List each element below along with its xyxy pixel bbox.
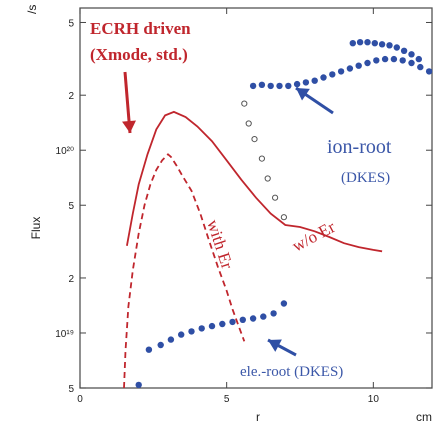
series-2-point xyxy=(276,82,283,90)
series-3-point xyxy=(386,42,393,49)
series-5-point xyxy=(167,336,175,343)
annotation-with-er: with Er xyxy=(203,217,237,271)
series-2-point xyxy=(293,80,301,88)
annotation-ion-root: ion-root xyxy=(327,136,392,158)
series-3-point xyxy=(393,44,400,51)
series-5-point xyxy=(178,331,185,338)
series-5-point xyxy=(280,300,288,307)
arrow-ele-root xyxy=(267,338,297,357)
series-3-point xyxy=(415,55,422,63)
y-tick-label: 2 xyxy=(68,274,74,285)
y-tick-label: 10¹⁹ xyxy=(55,329,74,340)
annotation-xmode-std: (Xmode, std.) xyxy=(90,45,188,64)
series-2-point xyxy=(399,57,406,64)
arrow-ion-root xyxy=(295,86,334,115)
y-tick-label: 5 xyxy=(68,18,74,29)
series-2-point xyxy=(381,55,389,63)
series-3-point xyxy=(371,40,378,47)
series-5-point xyxy=(198,325,205,332)
x-tick-label: 5 xyxy=(224,394,230,405)
series-3-point xyxy=(349,40,356,47)
x-tick-label: 10 xyxy=(368,394,380,405)
series-3-point xyxy=(400,47,408,54)
series-5-point xyxy=(260,313,267,320)
series-5-point xyxy=(249,315,257,322)
series-4-point xyxy=(258,155,265,162)
series-2-point xyxy=(390,55,398,63)
x-tick-label: 0 xyxy=(77,394,83,405)
series-2-point xyxy=(258,81,266,89)
arrow-ion-root-head xyxy=(296,88,310,101)
series-2-point xyxy=(249,82,257,90)
series-3-point xyxy=(408,51,415,58)
series-5-point xyxy=(229,318,236,326)
series-5-point xyxy=(219,320,226,328)
plot-frame xyxy=(79,7,433,389)
series-4-point xyxy=(245,120,252,127)
series-2-point xyxy=(355,62,362,69)
series-4-point xyxy=(241,100,248,107)
y-axis-label: Flux xyxy=(29,217,43,240)
series-2-point xyxy=(267,82,274,90)
series-4-point xyxy=(272,194,279,201)
series-2-point xyxy=(320,74,327,81)
x-axis-label: r xyxy=(256,410,260,424)
series-2-point xyxy=(364,59,371,67)
series-4-point xyxy=(251,136,258,143)
series-2-point xyxy=(311,77,318,84)
y-tick-label: 2 xyxy=(68,91,74,102)
series-2-point xyxy=(346,65,354,72)
annotation-ecrh-driven: ECRH driven xyxy=(90,19,191,38)
series-2-point xyxy=(417,63,424,71)
series-2-point xyxy=(302,79,310,86)
series-5-point xyxy=(239,316,246,323)
y-tick-label: 5 xyxy=(68,384,74,395)
series-5-point xyxy=(135,381,142,389)
series-5-point xyxy=(157,341,164,349)
series-5-point xyxy=(270,310,277,317)
series-3-point xyxy=(378,41,386,48)
series-2-point xyxy=(329,71,336,78)
arrow-ele-root-head xyxy=(268,339,282,352)
series-2-point xyxy=(373,57,380,64)
series-5-point xyxy=(208,322,216,330)
series-4-point xyxy=(280,214,287,221)
series-2-point xyxy=(337,68,345,75)
y-tick-label: 5 xyxy=(68,201,74,212)
series-5-point xyxy=(145,346,153,353)
series-2-point xyxy=(285,82,292,90)
series-2-point xyxy=(408,59,415,67)
annotation-ion-root-dkes: (DKES) xyxy=(341,170,390,186)
series-3-point xyxy=(364,39,371,46)
series-2-point xyxy=(425,68,433,75)
arrow-ecrh-head xyxy=(122,120,136,133)
y-tick-label: 10²⁰ xyxy=(56,146,74,157)
series-5-point xyxy=(188,328,195,335)
arrow-ecrh xyxy=(122,71,136,134)
annotation-wo-er: w/o Er xyxy=(289,217,339,255)
x-axis-unit: cm xyxy=(416,410,432,424)
series-4-point xyxy=(264,175,271,182)
series-0-line xyxy=(126,110,383,253)
series-1-line xyxy=(123,153,246,389)
y-axis-unit-fragment: /s xyxy=(25,5,39,14)
annotation-ele-root: ele.-root (DKES) xyxy=(240,364,343,380)
series-3-point xyxy=(356,39,364,46)
